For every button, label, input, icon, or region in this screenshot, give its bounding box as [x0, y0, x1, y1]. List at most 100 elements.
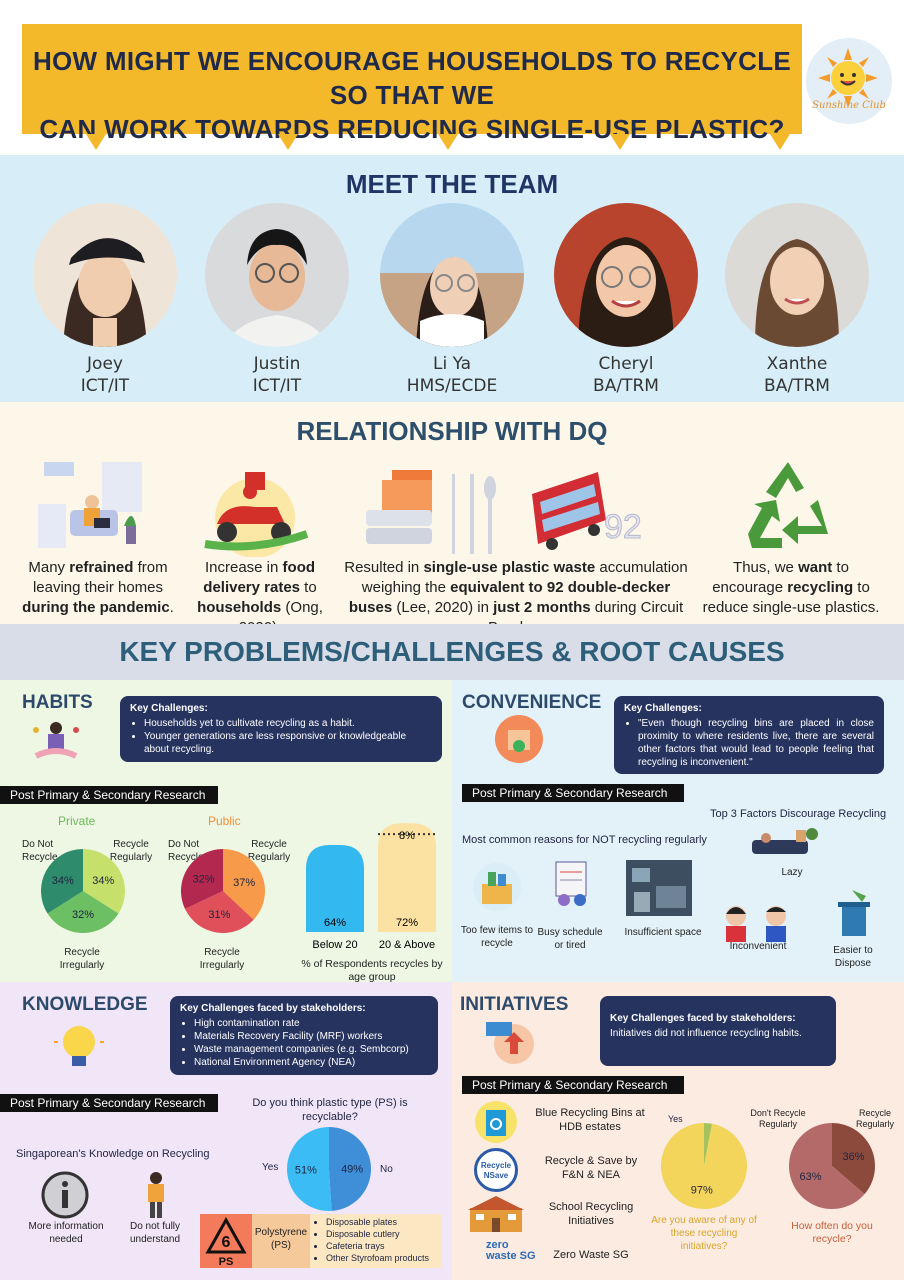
team-section: MEET THE TEAM Joey ICT/IT Justin ICT/IT … [0, 155, 904, 402]
pie-slice-yes [287, 1127, 332, 1211]
member-role: HMS/ECDE [406, 376, 498, 396]
banner-tail [278, 134, 298, 150]
knowledge-title: KNOWLEDGE [22, 994, 148, 1015]
label-recycle-irregularly: Recycle Irregularly [59, 947, 105, 971]
banner-tail [86, 134, 106, 150]
text-part: accumulation weighing the [361, 559, 688, 596]
ps-recycle-code: 6 PS [200, 1214, 252, 1268]
challenge-point: Waste management companies (e.g. Sembcor… [194, 1043, 428, 1056]
pie-slice-no [328, 1127, 372, 1211]
dq-section: RELATIONSHIP WITH DQ 92 Ma [0, 402, 904, 636]
busy-schedule-icon [555, 861, 587, 906]
bar-below-20 [306, 844, 364, 932]
reason-busy-schedule: Busy schedule or tired [537, 927, 603, 951]
text-bold: just 2 months [493, 599, 591, 616]
box-title: Key Challenges: [624, 703, 702, 714]
ps-yes-label: Yes [262, 1162, 279, 1173]
ps-items-box: Disposable plates Disposable cutlery Caf… [310, 1214, 442, 1268]
challenge-point: High contamination rate [194, 1017, 428, 1030]
text-part: . [169, 599, 174, 616]
pie-slice-do-not-recycle [41, 849, 83, 914]
initiative-blue-bins: Blue Recycling Bins at HDB estates [535, 1107, 645, 1133]
pie-slice-don-t-recycle-regularly [789, 1123, 865, 1209]
lightbulb-icon [54, 1026, 104, 1066]
convenience-panel: CONVENIENCE Key Challenges: "Even though… [452, 680, 904, 982]
knowledge-challenges-box: Key Challenges faced by stakeholders: Hi… [170, 996, 438, 1075]
ps-pie-title: Do you think plastic type (PS) is recycl… [252, 1097, 408, 1123]
aware-yes-label: Yes [668, 1114, 683, 1124]
bar-value-label: 72% [396, 917, 418, 929]
initiatives-challenges-box: Key Challenges faced by stakeholders: In… [600, 996, 836, 1066]
trash-bin-icon [838, 890, 870, 936]
text-part: Thus, we [733, 559, 799, 576]
items-box-icon [473, 863, 521, 911]
title-line-1: How might we encourage households to rec… [32, 46, 792, 110]
box-text: Initiatives did not influence recycling … [610, 1028, 802, 1039]
more-info-label: More information needed [28, 1221, 104, 1245]
reason-insufficient-space: Insufficient space [624, 927, 702, 938]
ps-code: PS [219, 1256, 234, 1268]
dq-item-waste: Resulted in single-use plastic waste acc… [344, 558, 688, 638]
label-recycle-regularly: Recycle Regularly [109, 839, 153, 863]
text-bold: equivalent to 92 double-decker buses [348, 579, 671, 616]
header: How might we encourage households to rec… [0, 0, 904, 155]
recycle-frequency-pie-chart: 36% 63% [789, 1123, 875, 1209]
bar-category-label: 20 & Above [379, 939, 435, 951]
public-label: Public [208, 814, 241, 828]
member-name: Joey [87, 354, 123, 374]
text-part: Resulted in [344, 559, 424, 576]
info-icon [41, 1171, 89, 1219]
pie-slice-recycle-regularly [831, 1123, 875, 1195]
not-understand-label: Do not fully understand [129, 1221, 181, 1245]
text-bold: want [798, 559, 833, 576]
habits-title: HABITS [22, 692, 93, 713]
research-label: Post Primary & Secondary Research [462, 784, 684, 802]
dq-item-pandemic: Many refrained from leaving their homes … [14, 558, 182, 618]
age-group-bar-chart: 64% Below 20 8% 72% 20 & Above [306, 823, 436, 951]
text-part: Many [28, 559, 70, 576]
avatar [205, 203, 349, 347]
polystyrene-label: Polystyrene (PS) [252, 1214, 310, 1268]
challenge-point: National Environment Agency (NEA) [194, 1056, 428, 1069]
page-title: How might we encourage households to rec… [22, 44, 802, 146]
pie-data-label: 34% [52, 875, 74, 887]
pie-data-label: 49% [341, 1163, 363, 1175]
key-problems-header: KEY PROBLEMS/CHALLENGES & ROOT CAUSES [0, 624, 904, 680]
bar-extra-label: 8% [399, 830, 415, 842]
factor-lazy: Lazy [781, 867, 803, 878]
text-part: to encourage [712, 559, 849, 596]
pie-data-label: 31% [208, 909, 230, 921]
top3-title: Top 3 Factors Discourage Recycling [710, 808, 887, 820]
challenge-point: "Even though recycling bins are placed i… [638, 717, 874, 769]
text-bold: during the pandemic [22, 599, 170, 616]
label-do-not-recycle: Do Not Recycle [168, 839, 204, 863]
factor-easier-to-dispose: Easier to Dispose [833, 945, 873, 969]
challenge-point: Younger generations are less responsive … [144, 730, 432, 756]
sun-icon [818, 48, 878, 108]
private-pie-chart: 34% 32% 34% [41, 849, 125, 933]
text-bold: single-use plastic waste [423, 559, 596, 576]
member-name: Justin [253, 354, 301, 374]
inconvenient-people-icon [726, 906, 786, 942]
bar-value-label: 64% [324, 917, 346, 929]
pie-slice-recycle-irregularly [185, 891, 254, 933]
label-recycle-irregularly: Recycle Irregularly [199, 947, 245, 971]
aware-question: Are you aware of any of these recycling … [651, 1215, 757, 1252]
box-delivery-icon [495, 715, 543, 763]
pie-slice-yes [661, 1123, 747, 1209]
label-recycle-regularly: Recycle Regularly [247, 839, 291, 863]
ps-no-label: No [380, 1164, 393, 1175]
challenge-point: Materials Recovery Facility (MRF) worker… [194, 1030, 428, 1043]
recycle-icon [748, 462, 828, 548]
confused-person-icon [148, 1172, 164, 1218]
avatar [380, 203, 524, 347]
pie-slice-recycle-regularly [222, 849, 265, 920]
box-title: Key Challenges faced by stakeholders: [180, 1003, 366, 1014]
reason-too-few-items: Too few items to recycle [460, 925, 534, 949]
initiatives-panel: INITIATIVES Key Challenges faced by stak… [452, 982, 904, 1280]
research-label: Post Primary & Secondary Research [0, 1094, 218, 1112]
logo-text: Sunshine Club [812, 100, 886, 111]
ps-pie-chart: 49% 51% [287, 1127, 372, 1211]
text-bold: food delivery rates [203, 559, 316, 596]
initiative-recycle-save: Recycle & Save by F&N & NEA [544, 1155, 638, 1181]
